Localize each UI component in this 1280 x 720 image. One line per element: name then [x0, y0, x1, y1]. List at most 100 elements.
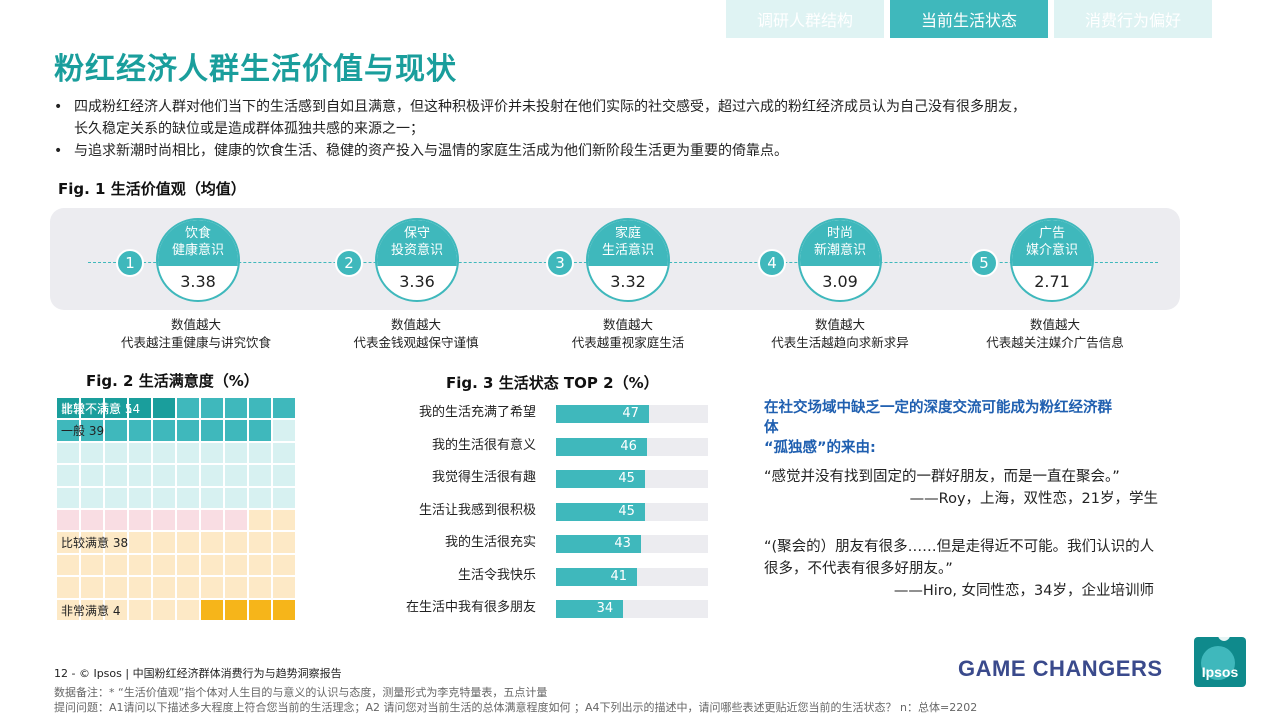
waffle-cell — [224, 576, 248, 599]
bar-track: 34 — [556, 600, 708, 618]
value-caption: 数值越大 代表越关注媒介广告信息 — [945, 316, 1165, 352]
bar-track: 47 — [556, 405, 708, 423]
data-note: 数据备注：* “生活价值观”指个体对人生目的与意义的认识与态度，测量形式为李克特… — [54, 686, 548, 699]
waffle-cell — [152, 486, 176, 509]
waffle-cell — [128, 464, 152, 487]
waffle-cell — [104, 531, 128, 554]
waffle-cell — [200, 598, 224, 621]
waffle-cell — [56, 576, 80, 599]
satisfaction-band-label: 比较不满意 14 — [61, 402, 141, 416]
waffle-cell — [80, 598, 104, 621]
bullet-line: 长久稳定关系的缺位或是造成群体孤独共感的来源之一； — [74, 121, 424, 137]
waffle-cell — [200, 553, 224, 577]
caption-line: 代表越关注媒介广告信息 — [986, 335, 1124, 350]
value-item: 5 广告 媒介意识 2.71 — [970, 218, 1190, 308]
value-circle-header: 饮食 健康意识 — [158, 220, 238, 266]
bar-row: 我的生活很充实 43 — [380, 533, 710, 553]
value-item: 2 保守投资意识 3.36 — [335, 218, 555, 308]
bar-track: 45 — [556, 470, 708, 488]
rank-badge: 1 — [116, 249, 144, 277]
waffle-cell — [272, 397, 296, 420]
waffle-cell — [104, 486, 128, 509]
waffle-cell — [272, 531, 296, 554]
satisfaction-waffle-chart: 非常不满意 5 比较不满意 14 一般 39 比较满意 38 非常满意 4 — [56, 397, 296, 621]
bullet-dot: • — [54, 99, 63, 115]
page-title: 粉红经济人群生活价值与现状 — [54, 52, 457, 87]
waffle-cell — [128, 576, 152, 599]
rank-badge: 2 — [335, 249, 363, 277]
tab-current-life-status[interactable]: 当前生活状态 — [890, 0, 1048, 38]
fig1-title: Fig. 1 生活价值观（均值） — [58, 180, 246, 198]
tab-population-structure[interactable]: 调研人群结构 — [726, 0, 884, 38]
quote-text: “感觉并没有找到固定的一群好朋友，而是一直在聚会。” — [764, 469, 1120, 485]
waffle-cell — [248, 576, 272, 599]
value-circle: 时尚 新潮意识 3.09 — [798, 218, 882, 302]
waffle-cell — [152, 576, 176, 599]
waffle-cell — [176, 419, 200, 442]
value-caption: 数值越大 代表越重视家庭生活 — [518, 316, 738, 352]
bar-track: 43 — [556, 535, 708, 553]
waffle-cell — [128, 486, 152, 509]
bar: 34 — [556, 600, 624, 618]
waffle-cell — [152, 531, 176, 554]
quote-attribution: ——Hiro, 女同性恋，34岁，企业培训师 — [893, 583, 1154, 599]
rank-badge: 3 — [546, 249, 574, 277]
bar-value-label: 34 — [596, 601, 614, 616]
waffle-cell — [248, 419, 272, 442]
footer-notes: 数据备注：* “生活价值观”指个体对人生目的与意义的认识与态度，测量形式为李克特… — [54, 685, 977, 715]
quote-heading-line: 体 — [764, 420, 779, 436]
value-circle: 饮食 健康意识 3.38 — [156, 218, 240, 302]
bar-value-label: 45 — [618, 471, 635, 486]
waffle-cell — [56, 441, 80, 465]
value-name-line1: 保守 — [403, 226, 430, 241]
waffle-cell — [56, 531, 80, 554]
waffle-cell — [80, 576, 104, 599]
bar: 46 — [556, 437, 647, 456]
bullet-item: • 与追求新潮时尚相比，健康的饮食生活、稳健的资产投入与温情的家庭生活成为他们新… — [54, 140, 1194, 162]
waffle-cell — [248, 486, 272, 509]
waffle-cell — [176, 553, 200, 577]
waffle-cell — [272, 486, 296, 509]
bar-row: 我觉得生活很有趣 45 — [380, 468, 710, 488]
waffle-cell — [272, 598, 296, 621]
waffle-cell — [200, 419, 224, 442]
value-score: 3.38 — [180, 272, 216, 291]
value-name-line2: 投资意识 — [390, 243, 443, 258]
waffle-cell — [80, 509, 104, 532]
value-score: 3.36 — [399, 272, 435, 291]
waffle-cell — [176, 397, 200, 420]
value-circle-header: 广告 媒介意识 — [1012, 220, 1092, 266]
rank-badge: 5 — [970, 249, 998, 277]
caption-line: 数值越大 — [814, 317, 865, 332]
bar-category-label: 在生活中我有很多朋友 — [405, 600, 536, 615]
bar: 41 — [556, 567, 638, 586]
caption-line: 数值越大 — [170, 317, 221, 332]
waffle-cell — [176, 486, 200, 509]
waffle-cell — [176, 531, 200, 554]
quote-heading-line: 在社交场域中缺乏一定的深度交流可能成为粉红经济群 — [764, 400, 1112, 416]
waffle-cell — [176, 464, 200, 487]
value-circle-header: 保守 投资意识 — [377, 220, 457, 266]
bar-category-label: 生活让我感到很积极 — [418, 502, 536, 518]
value-caption: 数值越大 代表生活越趋向求新求异 — [730, 316, 950, 352]
waffle-cell — [128, 441, 152, 465]
waffle-cell — [80, 464, 104, 487]
bar-value-label: 41 — [610, 568, 628, 584]
bar-category-label: 生活令我快乐 — [457, 567, 536, 583]
waffle-cell — [80, 486, 104, 509]
waffle-cell — [200, 531, 224, 554]
value-item: 3 家庭 生活意识 3.32 — [546, 218, 766, 308]
waffle-cell — [176, 598, 200, 621]
waffle-cell — [200, 576, 224, 599]
bar-value-label: 46 — [620, 438, 637, 454]
value-item: 4 时尚 新潮意识 3.09 — [758, 218, 978, 308]
waffle-cell — [152, 464, 176, 487]
waffle-cell — [224, 509, 248, 532]
waffle-cell — [56, 464, 80, 487]
waffle-cell — [104, 441, 128, 465]
value-score: 3.09 — [822, 272, 858, 291]
value-circle: 广告 媒介意识 2.71 — [1010, 218, 1094, 302]
waffle-cell — [176, 441, 200, 465]
value-name-line2: 健康意识 — [171, 243, 224, 258]
tab-consumer-behavior[interactable]: 消费行为偏好 — [1054, 0, 1212, 38]
